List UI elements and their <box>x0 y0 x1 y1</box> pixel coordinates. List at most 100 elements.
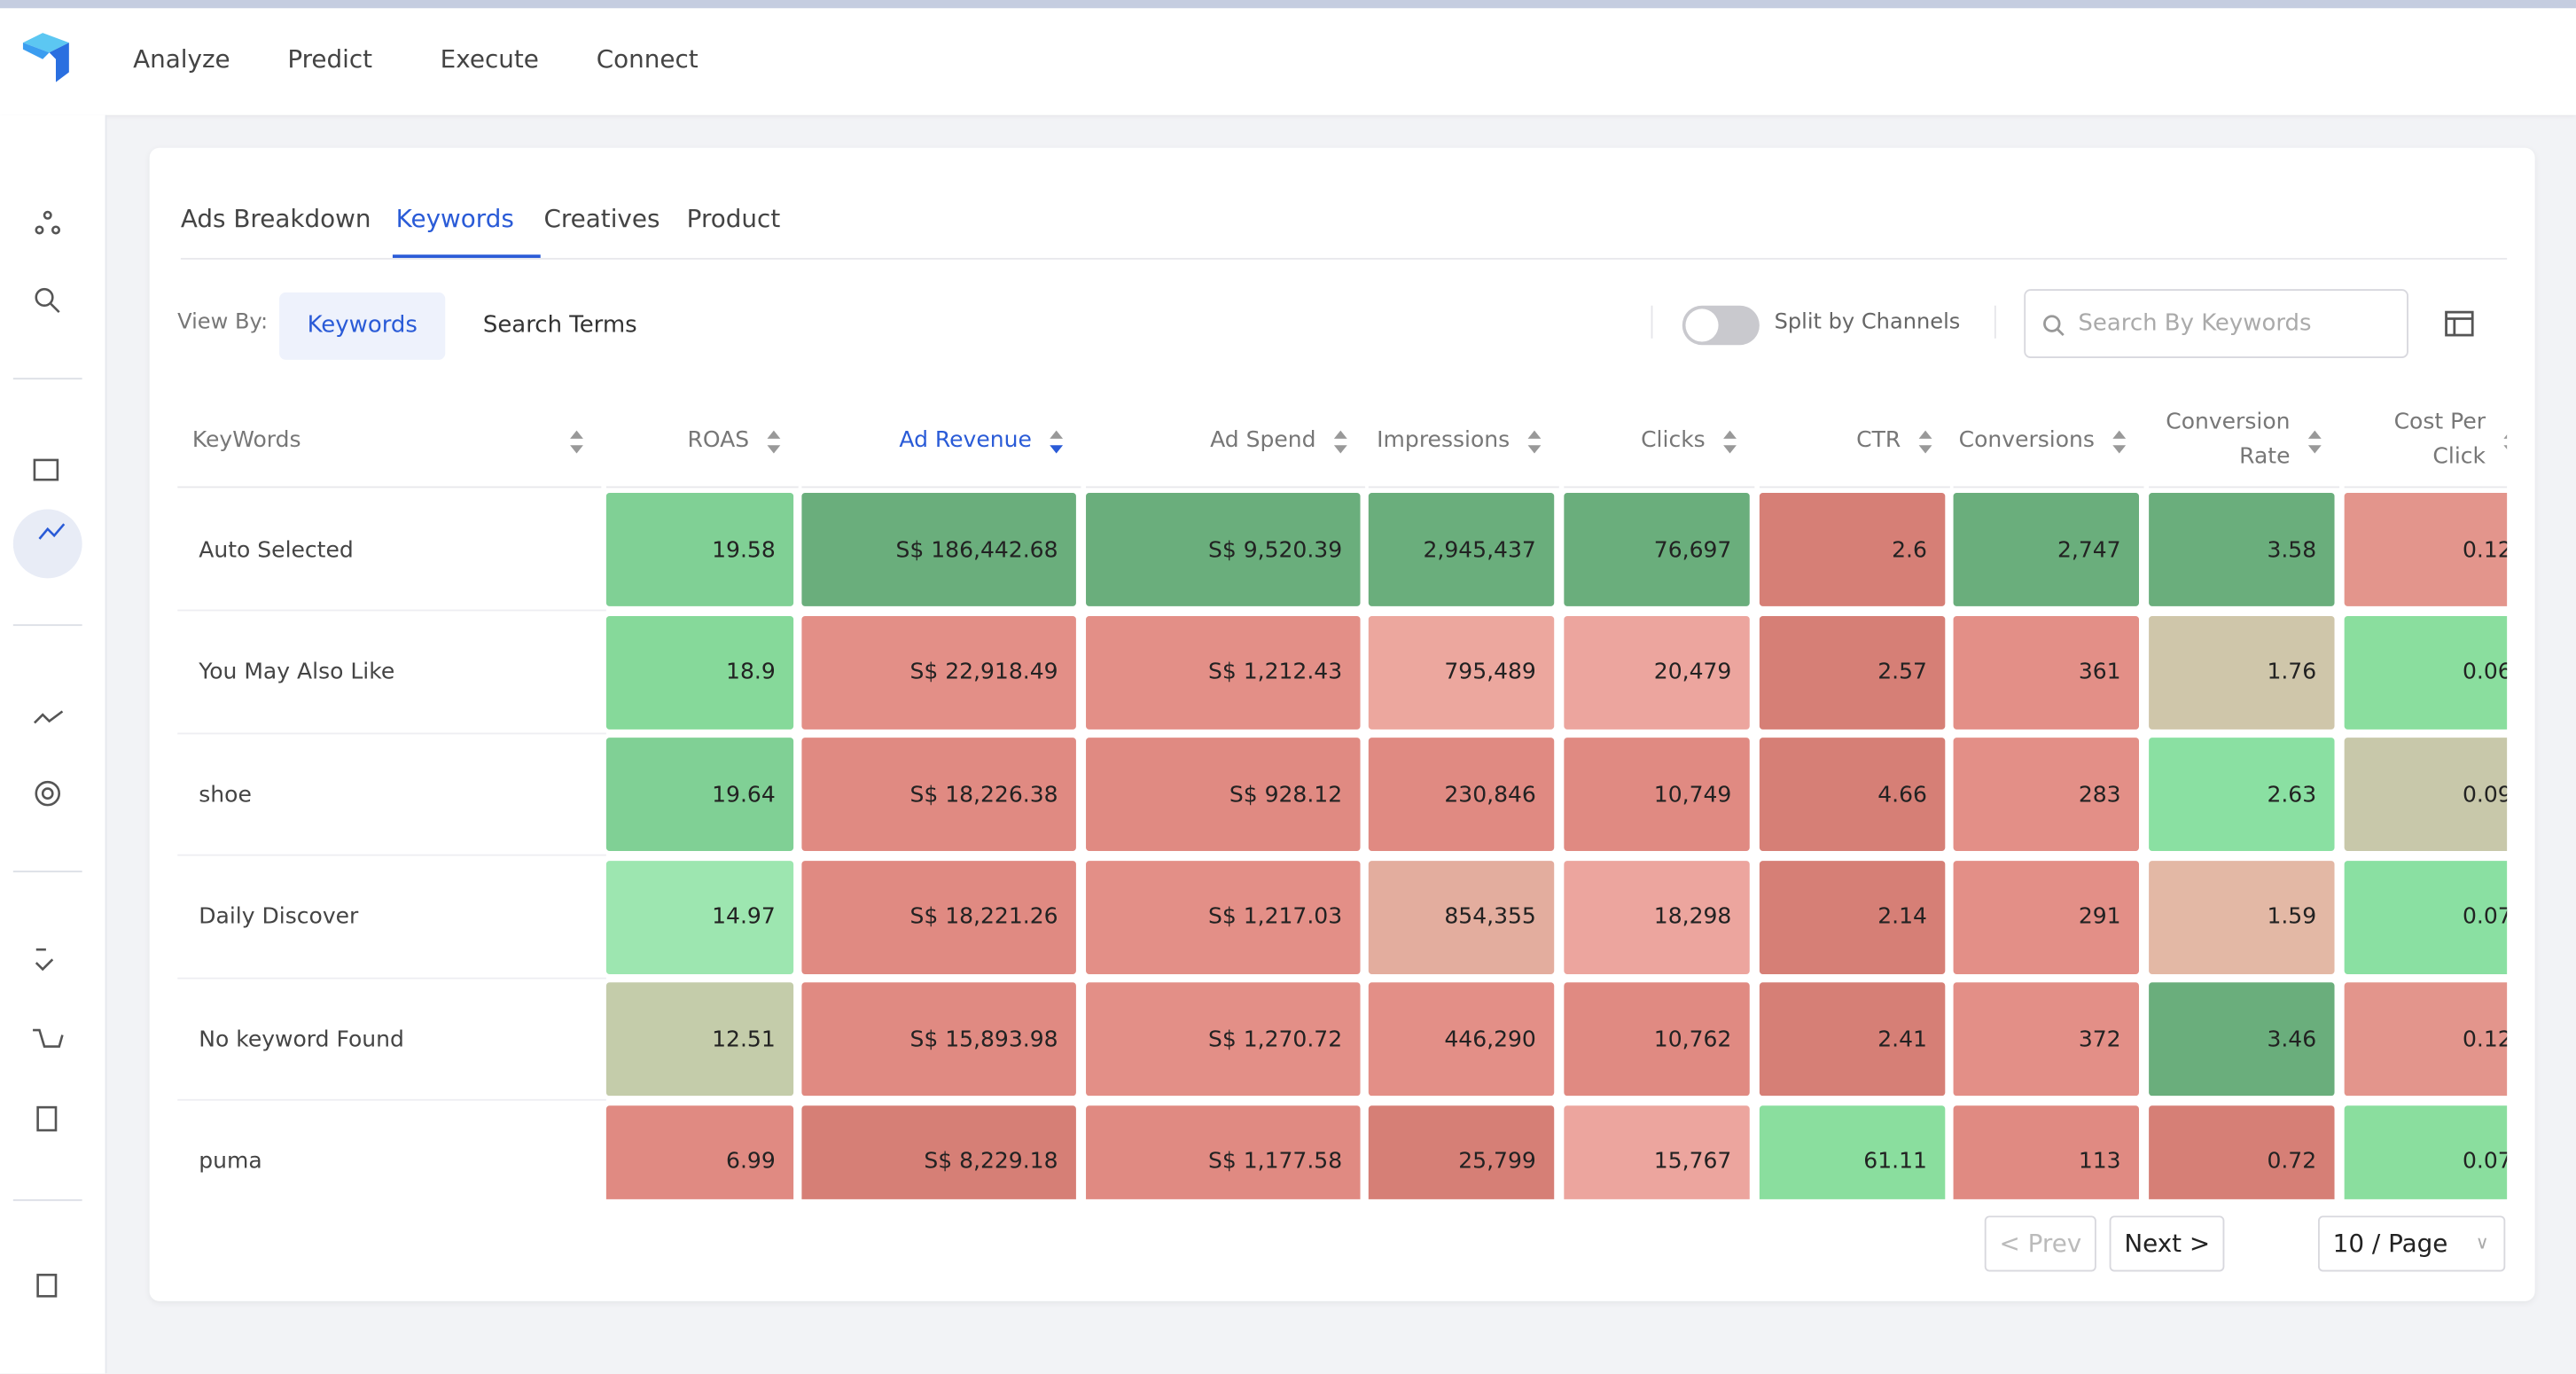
column-header[interactable]: Clicks <box>1564 394 1755 488</box>
sort-arrows[interactable] <box>2307 429 2323 456</box>
column-header[interactable]: Conversions <box>1953 394 2144 488</box>
column-header[interactable]: Conversion Rate <box>2149 394 2340 488</box>
columns-icon[interactable] <box>2443 308 2476 340</box>
tab[interactable]: Creatives <box>543 203 660 234</box>
metric-cell: S$ 1,177.58 <box>1086 1105 1361 1199</box>
metric-cell: 0.72 <box>2149 1105 2335 1199</box>
metric-cell: 446,290 <box>1368 982 1555 1097</box>
view-by-label: View By: <box>177 310 269 336</box>
metric-cell: 113 <box>1953 1105 2139 1199</box>
nav-item[interactable]: Connect <box>596 44 699 74</box>
column-header[interactable]: Ad Revenue <box>801 394 1081 488</box>
keyword-cell: You May Also Like <box>177 612 606 734</box>
column-header[interactable]: Ad Spend <box>1086 394 1366 488</box>
metric-cell: 2.63 <box>2149 738 2335 852</box>
metric-cell: 795,489 <box>1368 615 1555 729</box>
prev-button[interactable]: < Prev <box>1984 1215 2096 1272</box>
next-button[interactable]: Next > <box>2109 1215 2225 1272</box>
divider <box>12 1198 82 1201</box>
metric-cell: 1.59 <box>2149 860 2335 974</box>
search-input[interactable]: Search By Keywords <box>2024 289 2408 359</box>
divider <box>1994 305 1996 339</box>
keyword-cell: Daily Discover <box>177 856 606 979</box>
toggle[interactable] <box>1682 305 1760 346</box>
sort-arrows[interactable] <box>2111 429 2127 456</box>
metric-cell: 2.6 <box>1759 492 1946 606</box>
sidebar-icons <box>12 210 82 1298</box>
column-header[interactable]: Cost Per Click <box>2344 394 2508 488</box>
metric-cell: 2,945,437 <box>1368 492 1555 606</box>
metric-cell: 18.9 <box>605 615 794 729</box>
column-title: Ad Revenue <box>899 425 1032 453</box>
metric-cell: 4.66 <box>1759 738 1946 852</box>
column-title: Ad Spend <box>1210 425 1316 453</box>
column-title: Clicks <box>1641 425 1706 453</box>
metric-cell: 6.99 <box>605 1105 794 1199</box>
metric-cell: S$ 15,893.98 <box>801 982 1076 1097</box>
column-title: Conversion Rate <box>2166 409 2291 471</box>
sort-arrows[interactable] <box>1917 429 1934 456</box>
column-title: KeyWords <box>191 425 301 453</box>
metric-cell: 230,846 <box>1368 738 1555 852</box>
metric-cell: S$ 1,212.43 <box>1086 615 1361 729</box>
metric-cell: 1.76 <box>2149 615 2335 729</box>
column-title: CTR <box>1856 425 1901 453</box>
metric-cell: S$ 928.12 <box>1086 738 1361 852</box>
keyword-cell: Auto Selected <box>177 489 606 612</box>
view-by-option[interactable]: Keywords <box>279 292 446 360</box>
nav-item[interactable]: Predict <box>287 44 373 74</box>
metric-cell: 2.14 <box>1759 860 1946 974</box>
table: KeyWords ROAS Ad Revenue Ad Spend Impression… <box>177 394 2508 1199</box>
metric-cell: 0.06 <box>2344 615 2508 729</box>
metric-cell: S$ 22,918.49 <box>801 615 1076 729</box>
divider <box>12 378 82 380</box>
sort-arrows[interactable] <box>1048 429 1065 456</box>
metric-cell: 2,747 <box>1953 492 2139 606</box>
sort-arrows[interactable] <box>568 429 585 456</box>
nav-item[interactable]: Analyze <box>133 44 230 74</box>
metric-cell: 372 <box>1953 982 2139 1097</box>
column-title: ROAS <box>687 425 750 453</box>
sort-arrows[interactable] <box>1721 429 1738 456</box>
metric-cell: S$ 186,442.68 <box>801 492 1076 606</box>
divider <box>12 624 82 627</box>
column-header[interactable]: KeyWords <box>177 394 602 488</box>
card: Ads Breakdown Keywords Creatives Product Vi… <box>149 147 2535 1301</box>
toggle-label: Split by Channels <box>1774 310 1961 336</box>
metric-cell: 18,298 <box>1564 860 1750 974</box>
metric-cell: S$ 9,520.39 <box>1086 492 1361 606</box>
column-header[interactable]: ROAS <box>605 394 799 488</box>
sort-arrows[interactable] <box>2502 429 2508 456</box>
sort-arrows[interactable] <box>1332 429 1349 456</box>
metric-cell: 10,762 <box>1564 982 1750 1097</box>
metric-cell: S$ 18,226.38 <box>801 738 1076 852</box>
metric-cell: 0.12 <box>2344 982 2508 1097</box>
column-title: Conversions <box>1958 425 2095 453</box>
metric-cell: 854,355 <box>1368 860 1555 974</box>
column-title: Cost Per Click <box>2393 409 2486 471</box>
sort-arrows[interactable] <box>766 429 783 456</box>
column-title: Impressions <box>1377 425 1510 453</box>
tab-divider <box>180 257 2508 260</box>
metric-cell: 3.46 <box>2149 982 2335 1097</box>
logo[interactable] <box>20 29 72 85</box>
tab[interactable]: Product <box>686 203 781 234</box>
nav-item[interactable]: Execute <box>440 44 539 74</box>
column-header[interactable]: CTR <box>1759 394 1950 488</box>
metric-cell: 0.09 <box>2344 738 2508 852</box>
top-bar: Analyze Predict Execute Connect <box>0 0 2576 115</box>
tab[interactable]: Ads Breakdown <box>180 203 371 234</box>
metric-cell: 283 <box>1953 738 2139 852</box>
keyword-cell: shoe <box>177 734 606 856</box>
search-placeholder: Search By Keywords <box>2078 310 2312 337</box>
sidebar <box>0 114 107 1374</box>
view-by-option[interactable]: Search Terms <box>482 312 637 339</box>
page-size-select[interactable]: 10 / Page ∨ <box>2318 1215 2506 1272</box>
metric-cell: 2.57 <box>1759 615 1946 729</box>
tab[interactable]: Keywords <box>395 203 514 234</box>
sort-arrows[interactable] <box>1526 429 1543 456</box>
column-header[interactable]: Impressions <box>1368 394 1559 488</box>
tab-indicator <box>392 254 541 258</box>
